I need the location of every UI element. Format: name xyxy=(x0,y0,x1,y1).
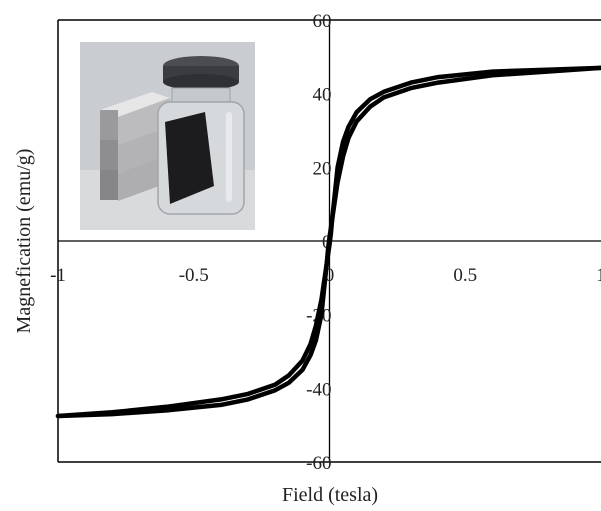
x-tick-label: -1 xyxy=(50,265,66,286)
x-tick-label: 0 xyxy=(325,265,335,286)
vial xyxy=(157,56,245,215)
magnet-3-side xyxy=(118,154,170,201)
magnet-1-front xyxy=(100,110,118,140)
x-tick-labels: -1 -0.5 0 0.5 1 xyxy=(50,265,601,286)
x-axis-title: Field (tesla) xyxy=(282,484,378,506)
x-tick-label: 1 xyxy=(596,265,601,286)
y-tick-label: 40 xyxy=(313,85,332,106)
magnet-1-side xyxy=(118,98,170,145)
y-axis-title: Magnefication (emu/g) xyxy=(13,149,35,334)
magnet-2-side xyxy=(118,126,170,173)
y-tick-label: -60 xyxy=(306,453,331,474)
vial-powder xyxy=(165,112,214,204)
x-tick-label: -0.5 xyxy=(179,265,209,286)
inset-photo xyxy=(80,42,255,230)
magnet-3-front xyxy=(100,170,118,200)
y-tick-label: 60 xyxy=(313,11,332,32)
magnet-stack xyxy=(100,92,170,201)
series-line-ascending xyxy=(55,65,601,419)
x-tick-label: 0.5 xyxy=(453,265,477,286)
vial-highlight xyxy=(226,112,232,202)
y-tick-label: -40 xyxy=(306,379,331,400)
vial-cap-bottom xyxy=(163,74,239,90)
y-tick-label: 20 xyxy=(313,158,332,179)
magnet-2-front xyxy=(100,140,118,170)
hysteresis-curves xyxy=(55,65,601,419)
